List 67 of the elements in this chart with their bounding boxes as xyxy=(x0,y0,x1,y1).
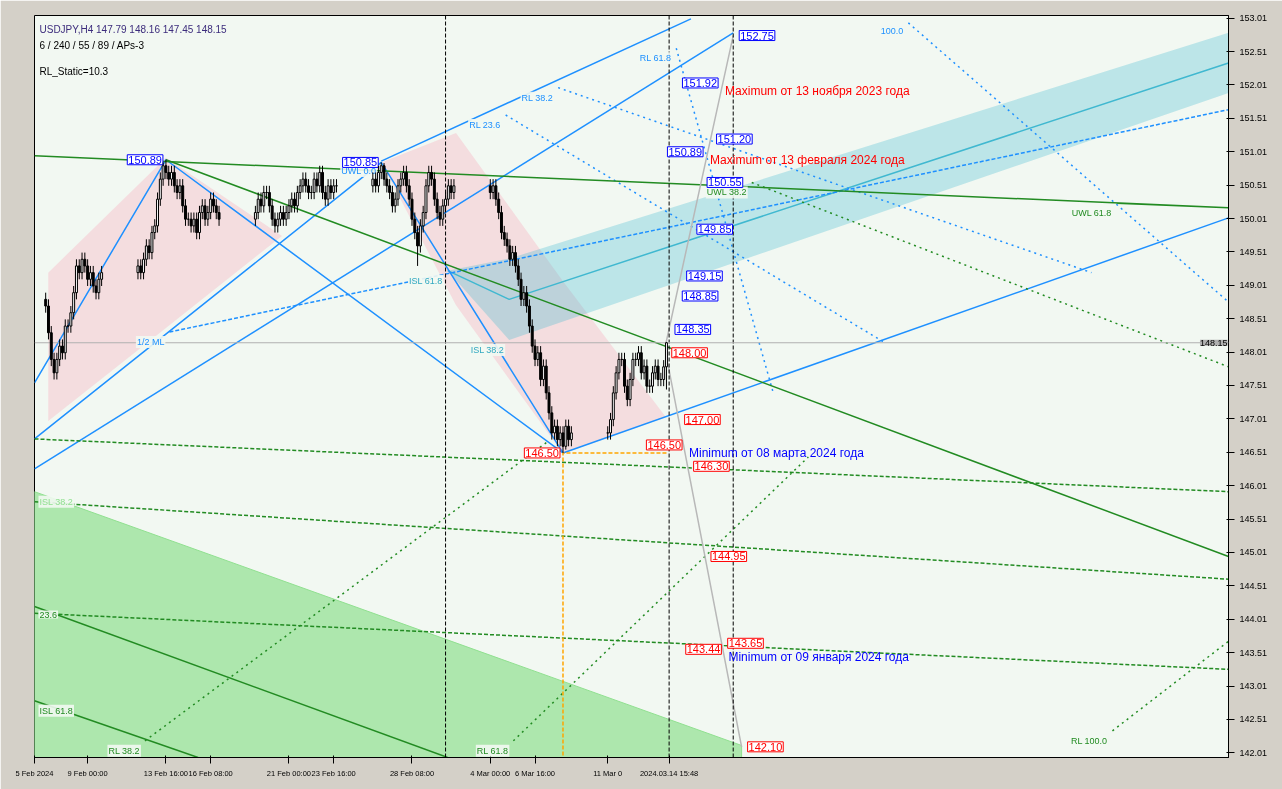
y-tick-label: 142.51 xyxy=(1239,714,1268,725)
y-tick-label: 146.01 xyxy=(1239,480,1268,491)
annotation: 146.30 xyxy=(694,460,729,473)
annotation: 150.85 xyxy=(343,156,378,169)
y-tick-label: 143.51 xyxy=(1239,647,1268,658)
annotation: 148.00 xyxy=(672,346,707,359)
annotation: 149.85 xyxy=(697,223,732,236)
series-label: RL 61.8 xyxy=(639,53,671,64)
annotation: 151.92 xyxy=(683,76,718,89)
series-label: UWL 61.8 xyxy=(1071,208,1112,219)
y-tick-label: 145.01 xyxy=(1239,547,1268,558)
annotation: Minimum от 09 января 2024 года xyxy=(728,650,910,665)
annotation: 143.65 xyxy=(728,637,763,650)
series-label: ISL 38.2 xyxy=(39,496,73,507)
annotation: 148.85 xyxy=(683,290,717,302)
y-tick-label: 153.01 xyxy=(1239,13,1268,24)
annotation: 152.75 xyxy=(740,29,774,42)
y-tick-label: 143.01 xyxy=(1239,681,1268,692)
y-tick-label: 152.01 xyxy=(1239,79,1268,90)
y-tick-label: 146.51 xyxy=(1239,447,1268,458)
annotation: 146.50 xyxy=(647,438,682,451)
annotation: 146.50 xyxy=(525,446,559,459)
annotation: Minimum от 08 марта 2024 года xyxy=(689,445,865,460)
y-tick-label: 145.51 xyxy=(1239,514,1268,525)
annotation: ISL 61.8 xyxy=(409,275,443,286)
text: 6 / 240 / 55 / 89 / APs-3 xyxy=(39,39,145,51)
y-tick-label: 144.01 xyxy=(1239,614,1268,625)
series-label: UWL 38.2 xyxy=(706,187,747,198)
annotation: 150.89 xyxy=(668,145,703,158)
y-tick-label: 148.01 xyxy=(1239,347,1268,358)
series-label: ISL 61.8 xyxy=(39,705,73,716)
annotation: 147.00 xyxy=(685,413,720,426)
y-tick-label: 150.01 xyxy=(1239,213,1268,224)
annotation: 143.44 xyxy=(686,643,721,656)
annotation: RL_Static=10.3 xyxy=(39,65,109,77)
annotation: 149.15 xyxy=(687,269,722,282)
series-label: RL 23.6 xyxy=(469,120,501,131)
y-tick-label: 151.01 xyxy=(1239,146,1268,157)
series-label: RL 38.2 xyxy=(108,745,140,756)
series-label: RL 61.8 xyxy=(476,745,509,756)
annotation: 151.20 xyxy=(717,133,752,146)
y-tick-label: 152.51 xyxy=(1239,46,1268,57)
annotation: 150.55 xyxy=(708,176,742,189)
annotation: 150.89 xyxy=(128,153,162,166)
series-label: UWL 0.0 xyxy=(341,166,376,177)
annotation: 144.95 xyxy=(711,550,746,563)
annotation: Maximum от 13 ноября 2023 года xyxy=(725,83,910,98)
series-label: RL 38.2 xyxy=(521,92,553,103)
series-label: 1/2 ML xyxy=(136,337,165,348)
y-tick-label: 149.51 xyxy=(1239,246,1268,257)
y-tick-label: 147.51 xyxy=(1239,380,1268,391)
annotation: ISL 38.2 xyxy=(470,345,504,356)
y-tick-label: 144.51 xyxy=(1239,580,1268,591)
y-tick-label: 149.01 xyxy=(1239,280,1268,291)
annotation: Maximum от 13 февраля 2024 года xyxy=(710,152,905,167)
annotation: 142.10 xyxy=(748,740,783,753)
ref-line-label: 148.15 xyxy=(1199,337,1228,348)
y-tick-label: 142.01 xyxy=(1239,747,1268,758)
annotation: 148.35 xyxy=(675,323,710,336)
series-label: 23.6 xyxy=(39,609,58,620)
text: USDJPY,H4 147.79 148.16 147.45 148.15 xyxy=(39,23,228,35)
y-tick-label: 151.51 xyxy=(1239,113,1268,124)
y-tick-label: 148.51 xyxy=(1239,313,1268,324)
series-label: RL 100.0 xyxy=(1070,735,1108,746)
y-tick-label: 150.51 xyxy=(1239,180,1268,191)
y-tick-label: 147.01 xyxy=(1239,413,1268,424)
series-label: 100.0 xyxy=(880,25,904,36)
